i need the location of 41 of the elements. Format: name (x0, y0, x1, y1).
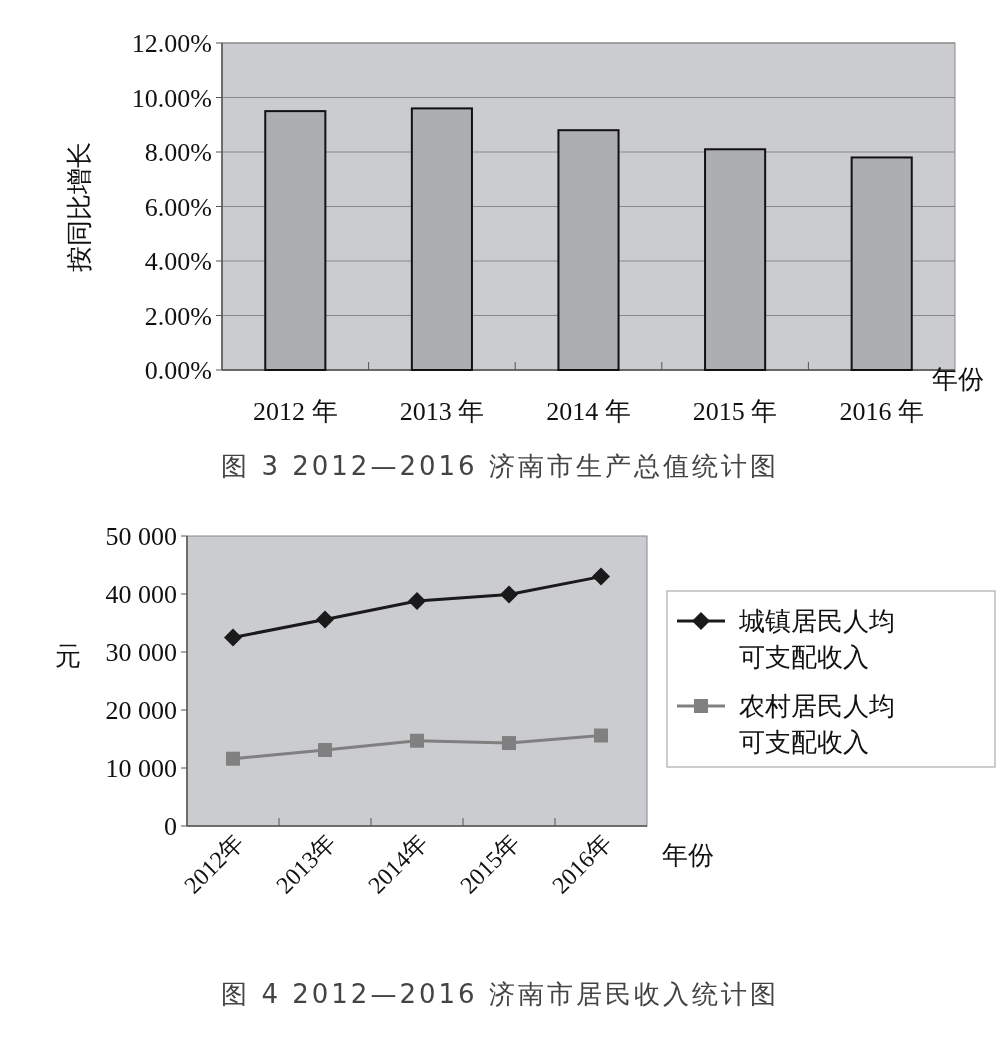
x-tick-label: 2013 年 (399, 397, 485, 426)
text: 图 4 2012—2016 济南市居民收入统计图 (221, 979, 779, 1009)
y-tick-label: 0.00% (144, 356, 212, 385)
point (410, 733, 424, 748)
y-tick-label: 6.00% (144, 192, 212, 222)
y-tick-label: 12.00% (131, 29, 212, 58)
x-tick-label: 2012 年 (253, 397, 338, 426)
legend-label: 城镇居民人均可支配收入 (738, 606, 895, 672)
y-tick-label: 8.00% (144, 138, 212, 167)
bar (704, 148, 767, 371)
y-tick-label: 40 000 (105, 580, 177, 609)
point (502, 736, 516, 751)
x-tick-label: 2016 年 (839, 397, 924, 426)
x-tick-label: 2014 年 (546, 397, 631, 426)
y-tick-label: 0 (164, 812, 177, 841)
y-tick-label: 30 000 (105, 638, 177, 667)
point (316, 610, 334, 629)
point (500, 585, 518, 604)
y-axis-title: 元 (55, 641, 81, 671)
x-tick-label: 2015 年 (692, 397, 778, 426)
bar (410, 107, 473, 371)
point (318, 743, 332, 758)
x-axis-title: 年份 (662, 840, 714, 870)
bar (557, 129, 620, 371)
text: 图 3 2012—2016 济南市生产总值统计图 (221, 451, 779, 481)
point (224, 628, 242, 647)
y-tick-label: 10.00% (131, 83, 212, 113)
point (594, 728, 608, 743)
y-tick-label: 20 000 (105, 696, 177, 725)
point (592, 567, 610, 586)
y-tick-label: 10 000 (105, 754, 177, 783)
point (408, 591, 426, 610)
y-axis-title: 按同比增长 (64, 142, 94, 272)
point (226, 751, 240, 766)
bar (850, 156, 913, 371)
y-tick-label: 2.00% (144, 301, 212, 331)
legend-label: 农村居民人均可支配收入 (739, 691, 895, 757)
y-tick-label: 50 000 (105, 522, 177, 551)
x-axis-title: 年份 (932, 364, 984, 394)
bar (264, 110, 327, 371)
y-tick-label: 4.00% (144, 247, 212, 276)
